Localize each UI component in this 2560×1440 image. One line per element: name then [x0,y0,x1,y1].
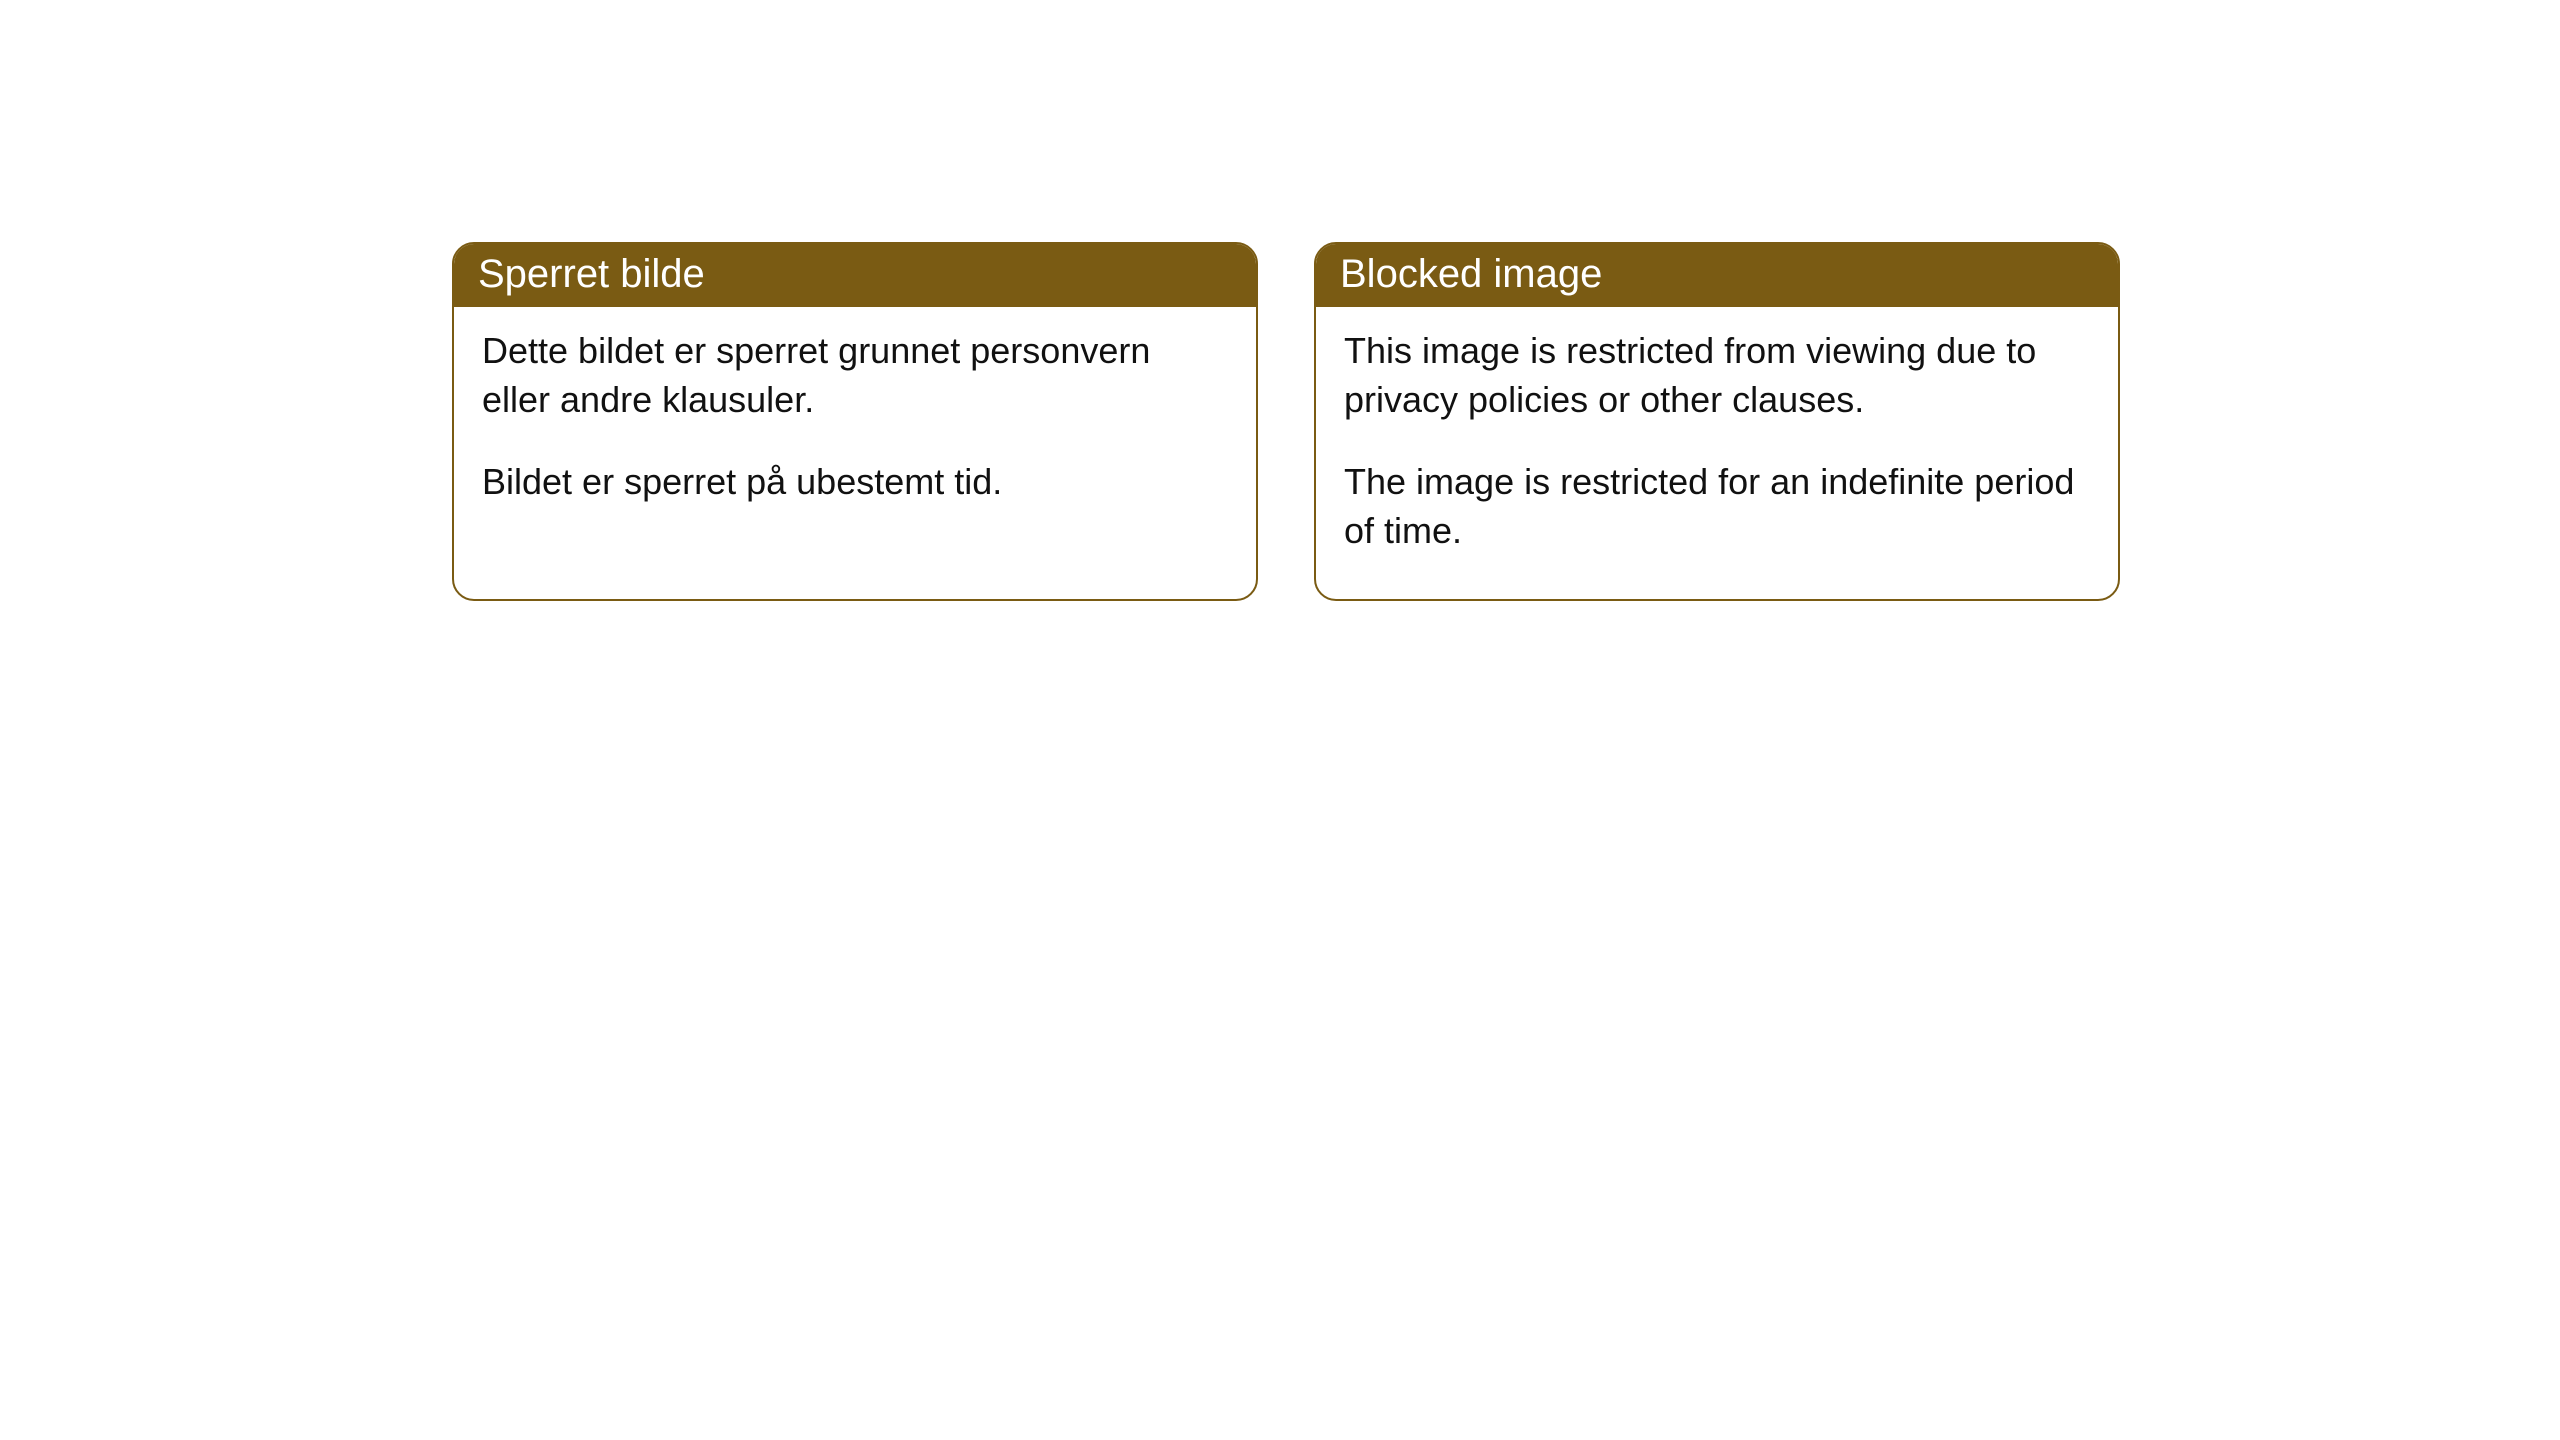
notice-card-norwegian: Sperret bilde Dette bildet er sperret gr… [452,242,1258,601]
notice-body-english: This image is restricted from viewing du… [1316,307,2118,599]
notice-paragraph: Dette bildet er sperret grunnet personve… [482,327,1228,424]
notice-paragraph: This image is restricted from viewing du… [1344,327,2090,424]
notice-title-norwegian: Sperret bilde [454,244,1256,307]
notice-body-norwegian: Dette bildet er sperret grunnet personve… [454,307,1256,551]
notice-container: Sperret bilde Dette bildet er sperret gr… [0,0,2560,601]
notice-card-english: Blocked image This image is restricted f… [1314,242,2120,601]
notice-paragraph: The image is restricted for an indefinit… [1344,458,2090,555]
notice-title-english: Blocked image [1316,244,2118,307]
notice-paragraph: Bildet er sperret på ubestemt tid. [482,458,1228,507]
